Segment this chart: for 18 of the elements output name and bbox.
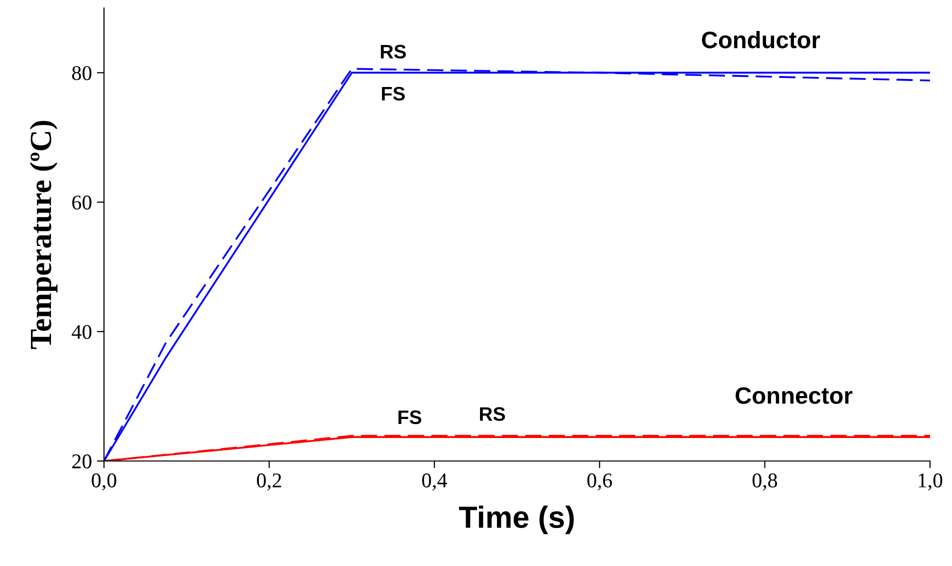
y-tick-label: 60: [72, 196, 92, 210]
series-label: RS: [380, 44, 406, 59]
x-axis-title: Time (s): [459, 506, 574, 534]
y-tick-label: 20: [72, 454, 92, 468]
x-tick-label: 0,2: [256, 473, 282, 490]
y-axis-title: Temperature (ºC): [30, 120, 58, 349]
x-tick-label: 0,4: [422, 473, 448, 490]
x-tick-label: 0,6: [587, 473, 612, 490]
x-tick-label: 0,0: [92, 473, 116, 490]
y-tick-label: 40: [72, 324, 92, 340]
y-tick-label: 80: [72, 66, 92, 80]
series-label: RS: [480, 407, 505, 421]
annotation: Connector: [736, 387, 852, 404]
series-label: FS: [382, 86, 405, 101]
x-tick-label: 1,0: [918, 473, 942, 490]
annotation: Conductor: [702, 30, 820, 48]
series-label: FS: [398, 410, 422, 424]
x-tick-label: 0,8: [752, 473, 778, 490]
